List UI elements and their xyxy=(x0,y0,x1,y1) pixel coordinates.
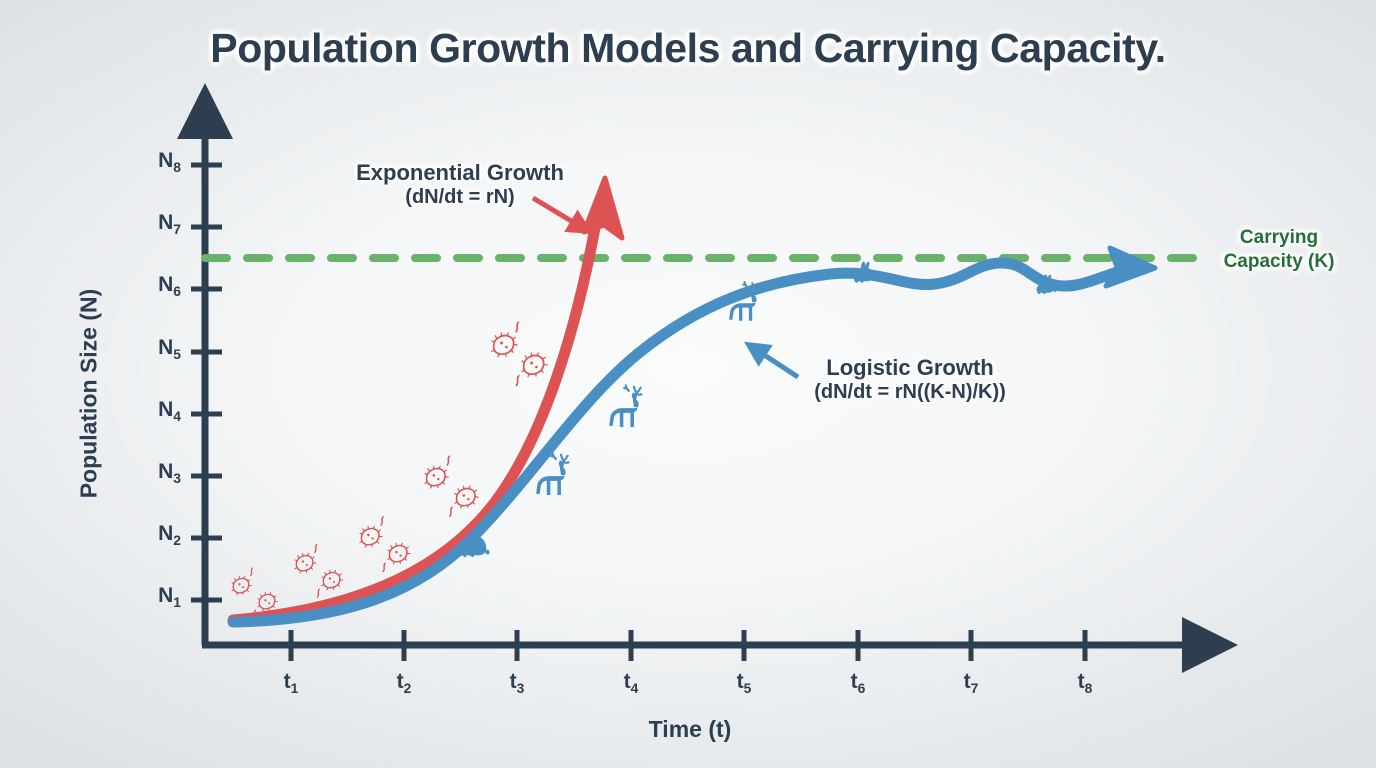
deer-icon xyxy=(729,281,761,321)
y-tick-label: N4 xyxy=(158,398,181,425)
x-tick-label: t8 xyxy=(1077,670,1093,697)
logistic-growth-annotation: Logistic Growth (dN/dt = rN((K-N)/K)) xyxy=(775,355,1045,405)
y-tick-label: N7 xyxy=(158,211,181,238)
carrying-capacity-line1: Carrying xyxy=(1239,227,1319,248)
deer-icon xyxy=(536,452,570,496)
exponential-growth-name: Exponential Growth xyxy=(356,160,564,185)
logistic-growth-formula: (dN/dt = rN((K-N)/K)) xyxy=(814,380,1006,403)
bacteria-icon-group xyxy=(231,321,548,619)
y-tick-label: N8 xyxy=(158,149,181,176)
y-tick-label: N1 xyxy=(158,584,181,611)
y-tick-marks xyxy=(191,162,222,603)
x-tick-label: t2 xyxy=(396,670,412,697)
x-tick-label: t5 xyxy=(736,670,752,697)
x-tick-label: t3 xyxy=(509,670,525,697)
exponential-annotation-arrow xyxy=(531,195,594,235)
y-tick-label: N3 xyxy=(158,460,181,487)
logistic-growth-curve xyxy=(227,257,1131,628)
rabbit-icon xyxy=(460,528,490,558)
deer-icon xyxy=(609,384,643,428)
y-tick-label: N2 xyxy=(158,522,181,549)
y-tick-label: N6 xyxy=(158,273,181,300)
logistic-growth-name: Logistic Growth xyxy=(826,355,994,380)
x-tick-marks xyxy=(288,630,1088,661)
exponential-growth-formula: (dN/dt = rN) xyxy=(405,185,515,208)
x-tick-label: t7 xyxy=(963,670,979,697)
y-tick-label: N5 xyxy=(158,336,181,363)
x-tick-label: t1 xyxy=(283,670,299,697)
logistic-curve-arrowhead xyxy=(1103,245,1158,289)
page-title: Population Growth Models and Carrying Ca… xyxy=(210,25,1166,71)
animal-icon-group xyxy=(460,261,1057,558)
rabbit-icon xyxy=(853,261,876,283)
x-tick-label: t6 xyxy=(850,670,866,697)
y-axis-title: Population Size (N) xyxy=(75,288,102,499)
logistic-annotation-arrow xyxy=(743,341,800,380)
exponential-growth-curve xyxy=(227,194,606,626)
exponential-growth-annotation: Exponential Growth (dN/dt = rN) xyxy=(330,160,590,210)
x-tick-label: t4 xyxy=(623,670,639,697)
x-axis-title: Time (t) xyxy=(648,716,732,742)
carrying-capacity-line2: Capacity (K) xyxy=(1223,250,1335,272)
rabbit-icon xyxy=(1036,274,1057,295)
carrying-capacity-annotation: Carrying Capacity (K) xyxy=(1186,226,1372,274)
